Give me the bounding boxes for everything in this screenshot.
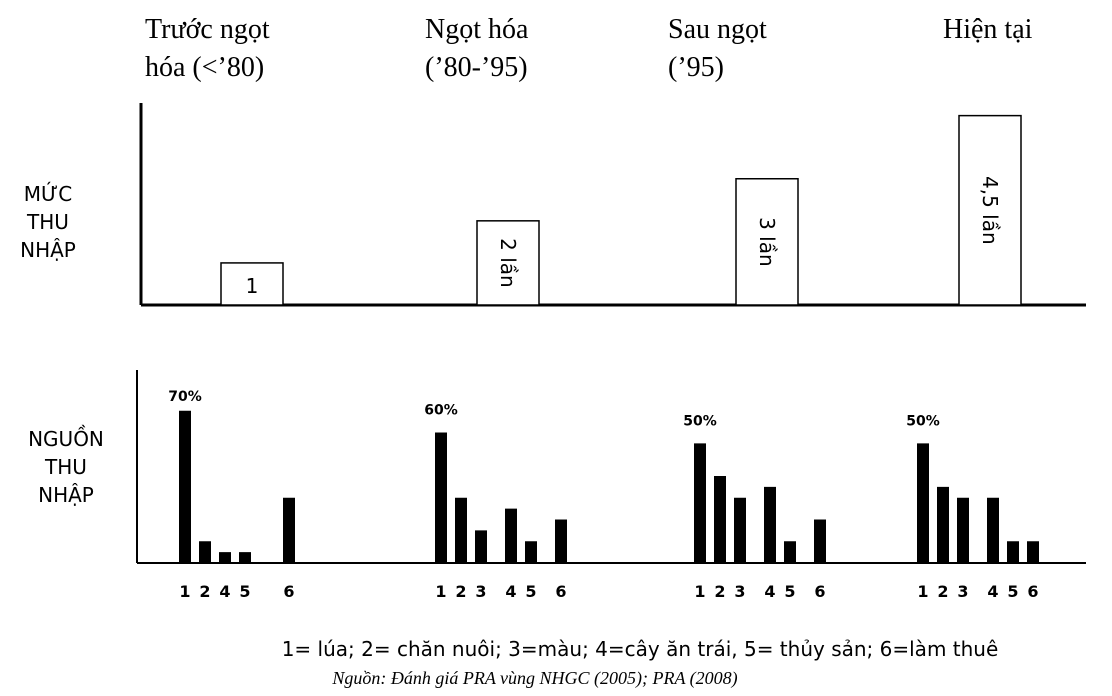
source-tick-g3-s3: 3 bbox=[734, 582, 745, 601]
source-bar-g3-s4 bbox=[764, 486, 776, 563]
source-bar-g2-s6 bbox=[555, 519, 567, 563]
source-bar-g4-s2 bbox=[937, 486, 949, 563]
source-bar-g1-s5 bbox=[239, 552, 251, 563]
source-bar-g3-s3 bbox=[734, 497, 746, 563]
source-bar-g2-s4 bbox=[505, 508, 517, 563]
source-top-label-g2: 60% bbox=[424, 403, 458, 419]
income-level-bar-1 bbox=[220, 262, 284, 306]
source-bar-g3-s1 bbox=[694, 443, 706, 563]
source-tick-g1-s5: 5 bbox=[239, 582, 250, 601]
source-tick-g1-s4: 4 bbox=[219, 582, 230, 601]
source-tick-g4-s4: 4 bbox=[987, 582, 998, 601]
source-bar-g4-s5 bbox=[1007, 541, 1019, 563]
source-tick-g1-s2: 2 bbox=[199, 582, 210, 601]
source-top-label-g1: 70% bbox=[168, 389, 202, 405]
income-level-value-2: 2 lần bbox=[496, 238, 520, 288]
source-tick-g2-s6: 6 bbox=[555, 582, 566, 601]
source-tick-g4-s3: 3 bbox=[957, 582, 968, 601]
source-bar-g2-s3 bbox=[475, 530, 487, 563]
period-label-3-line-2: (’95) bbox=[668, 52, 724, 83]
source-tick-g1-s1: 1 bbox=[179, 582, 190, 601]
source-bar-g4-s1 bbox=[917, 443, 929, 563]
source-tick-g4-s2: 2 bbox=[937, 582, 948, 601]
source-top-label-g3: 50% bbox=[683, 413, 717, 429]
source-tick-g2-s4: 4 bbox=[505, 582, 516, 601]
period-labels: Trước ngọt hóa (<’80) Ngọt hóa (’80-’95) Sau… bbox=[145, 14, 1033, 83]
source-bar-g4-s4 bbox=[987, 497, 999, 563]
source-tick-g4-s1: 1 bbox=[917, 582, 928, 601]
source-bar-g4-s6 bbox=[1027, 541, 1039, 563]
period-label-2-line-1: Ngọt hóa bbox=[425, 14, 529, 45]
source-tick-g2-s3: 3 bbox=[475, 582, 486, 601]
source-bar-g3-s6 bbox=[814, 519, 826, 563]
source-bar-g2-s5 bbox=[525, 541, 537, 563]
period-label-1-line-1: Trước ngọt bbox=[145, 14, 270, 45]
income-level-value-1: 1 bbox=[246, 274, 259, 298]
source-tick-g2-s2: 2 bbox=[455, 582, 466, 601]
source-tick-g2-s1: 1 bbox=[435, 582, 446, 601]
period-label-1-line-2: hóa (<’80) bbox=[145, 52, 264, 83]
income-source-label-line-3: NHẬP bbox=[38, 483, 94, 507]
income-source-label-line-2: THU bbox=[44, 455, 87, 479]
source-bar-g4-s3 bbox=[957, 497, 969, 563]
source-bar-g1-s1 bbox=[179, 410, 191, 563]
period-label-2-line-2: (’80-’95) bbox=[425, 52, 528, 83]
source-tick-g1-s6: 6 bbox=[283, 582, 294, 601]
source-tick-g2-s5: 5 bbox=[525, 582, 536, 601]
legend-text: 1= lúa; 2= chăn nuôi; 3=màu; 4=cây ăn tr… bbox=[282, 637, 999, 661]
source-bar-g1-s6 bbox=[283, 497, 295, 563]
income-level-bar-2 bbox=[476, 220, 540, 306]
income-level-bar-3 bbox=[735, 178, 799, 306]
income-level-label-line-2: THU bbox=[26, 210, 69, 234]
source-tick-g3-s5: 5 bbox=[784, 582, 795, 601]
income-level-value-4: 4,5 lần bbox=[978, 176, 1002, 245]
income-source-label-line-1: NGUỒN bbox=[28, 425, 104, 451]
source-tick-g3-s2: 2 bbox=[714, 582, 725, 601]
source-bar-g2-s2 bbox=[455, 497, 467, 563]
source-bar-g2-s1 bbox=[435, 432, 447, 563]
source-bar-g3-s2 bbox=[714, 476, 726, 563]
income-level-bar-4 bbox=[958, 114, 1022, 306]
period-label-3-line-1: Sau ngọt bbox=[668, 14, 767, 45]
source-bar-g1-s4 bbox=[219, 552, 231, 563]
source-bar-g1-s2 bbox=[199, 541, 211, 563]
source-tick-g4-s6: 6 bbox=[1027, 582, 1038, 601]
source-top-label-g4: 50% bbox=[906, 413, 940, 429]
period-label-4-line-1: Hiện tại bbox=[943, 14, 1033, 45]
income-level-chart: MỨC THU NHẬP 1 2 lần 3 lần 4,5 lần bbox=[20, 103, 1086, 307]
income-level-label-line-1: MỨC bbox=[24, 182, 72, 206]
income-level-label-line-3: NHẬP bbox=[20, 238, 76, 262]
source-note: Nguồn: Đánh giá PRA vùng NHGC (2005); PR… bbox=[331, 668, 737, 689]
source-tick-g3-s1: 1 bbox=[694, 582, 705, 601]
source-tick-g3-s4: 4 bbox=[764, 582, 775, 601]
source-tick-g3-s6: 6 bbox=[814, 582, 825, 601]
income-level-value-3: 3 lần bbox=[755, 217, 779, 267]
source-bar-g3-s5 bbox=[784, 541, 796, 563]
source-tick-g4-s5: 5 bbox=[1007, 582, 1018, 601]
